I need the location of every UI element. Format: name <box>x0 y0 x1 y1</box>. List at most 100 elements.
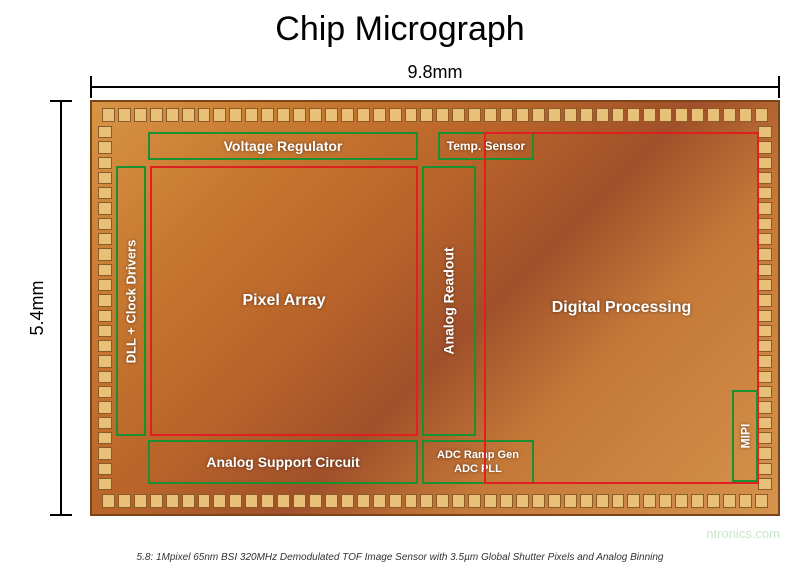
bond-pad <box>98 386 112 398</box>
bond-pad <box>420 494 433 508</box>
bond-pad <box>758 172 772 184</box>
bond-pad <box>675 494 688 508</box>
bond-pad <box>277 108 290 122</box>
bond-pad <box>261 108 274 122</box>
bond-pad <box>405 108 418 122</box>
region-dll: DLL + Clock Drivers <box>116 166 146 436</box>
bond-pad <box>98 355 112 367</box>
bond-pad <box>98 371 112 383</box>
bond-pad <box>580 494 593 508</box>
bond-pad <box>213 108 226 122</box>
region-label: Digital Processing <box>552 299 692 317</box>
bond-pad <box>98 233 112 245</box>
bond-pad <box>98 141 112 153</box>
bond-pad <box>739 108 752 122</box>
pad-ring-bottom <box>102 494 768 508</box>
bond-pad <box>341 108 354 122</box>
bond-pad <box>98 401 112 413</box>
region-label: Pixel Array <box>242 292 325 310</box>
bond-pad <box>758 417 772 429</box>
bond-pad <box>758 233 772 245</box>
bond-pad <box>707 108 720 122</box>
bond-pad <box>198 108 211 122</box>
bond-pad <box>325 494 338 508</box>
bond-pad <box>643 108 656 122</box>
bond-pad <box>516 494 529 508</box>
region-label: Analog Support Circuit <box>206 454 359 470</box>
region-analog-readout: Analog Readout <box>422 166 476 436</box>
bond-pad <box>389 494 402 508</box>
width-label: 9.8mm <box>407 62 462 82</box>
bond-pad <box>102 494 115 508</box>
bond-pad <box>166 108 179 122</box>
bond-pad <box>596 494 609 508</box>
bond-pad <box>98 310 112 322</box>
bond-pad <box>261 494 274 508</box>
region-label: Analog Readout <box>441 247 457 354</box>
bond-pad <box>691 108 704 122</box>
bond-pad <box>548 108 561 122</box>
bond-pad <box>98 417 112 429</box>
bond-pad <box>420 108 433 122</box>
bond-pad <box>405 494 418 508</box>
bond-pad <box>612 494 625 508</box>
region-mipi: MIPI <box>732 390 758 482</box>
bond-pad <box>758 355 772 367</box>
width-dimension: 9.8mm <box>90 62 780 92</box>
bond-pad <box>691 494 704 508</box>
bond-pad <box>755 108 768 122</box>
bond-pad <box>500 108 513 122</box>
bond-pad <box>532 108 545 122</box>
bond-pad <box>98 279 112 291</box>
bond-pad <box>229 108 242 122</box>
region-pixel-array: Pixel Array <box>150 166 418 436</box>
bond-pad <box>98 264 112 276</box>
bond-pad <box>102 108 115 122</box>
bond-pad <box>758 157 772 169</box>
bond-pad <box>612 108 625 122</box>
bond-pad <box>468 494 481 508</box>
height-dim-line <box>60 100 62 516</box>
pad-ring-left <box>98 126 112 490</box>
pad-ring-top <box>102 108 768 122</box>
bond-pad <box>596 108 609 122</box>
bond-pad <box>229 494 242 508</box>
bond-pad <box>564 494 577 508</box>
bond-pad <box>198 494 211 508</box>
bond-pad <box>245 108 258 122</box>
bond-pad <box>758 141 772 153</box>
bond-pad <box>98 447 112 459</box>
chip-die: Voltage RegulatorTemp. SensorDLL + Clock… <box>90 100 780 516</box>
bond-pad <box>134 108 147 122</box>
bond-pad <box>98 478 112 490</box>
bond-pad <box>468 108 481 122</box>
bond-pad <box>643 494 656 508</box>
bond-pad <box>357 494 370 508</box>
bond-pad <box>166 494 179 508</box>
width-dim-line <box>90 86 780 88</box>
bond-pad <box>98 202 112 214</box>
bond-pad <box>758 264 772 276</box>
bond-pad <box>309 494 322 508</box>
bond-pad <box>758 202 772 214</box>
pad-ring-right <box>758 126 772 490</box>
bond-pad <box>758 447 772 459</box>
bond-pad <box>373 494 386 508</box>
bond-pad <box>98 294 112 306</box>
bond-pad <box>758 325 772 337</box>
figure-caption: 5.8: 1Mpixel 65nm BSI 320MHz Demodulated… <box>0 552 800 563</box>
bond-pad <box>516 108 529 122</box>
bond-pad <box>98 126 112 138</box>
bond-pad <box>293 108 306 122</box>
bond-pad <box>98 218 112 230</box>
bond-pad <box>758 463 772 475</box>
bond-pad <box>758 187 772 199</box>
bond-pad <box>245 494 258 508</box>
bond-pad <box>758 478 772 490</box>
bond-pad <box>758 401 772 413</box>
page-title: Chip Micrograph <box>0 10 800 49</box>
bond-pad <box>309 108 322 122</box>
bond-pad <box>325 108 338 122</box>
bond-pad <box>98 325 112 337</box>
watermark: ntronics.com <box>706 526 780 541</box>
